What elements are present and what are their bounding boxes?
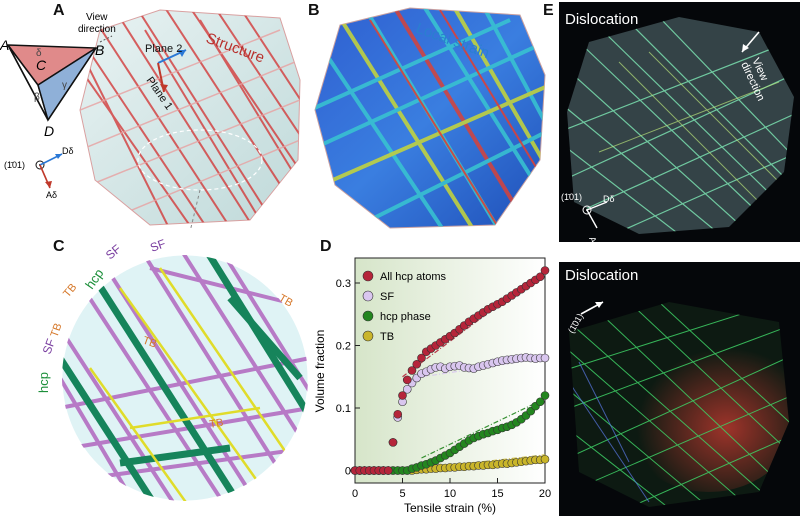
panel-label-b: B — [308, 2, 320, 19]
vertex-a-label: A — [0, 37, 9, 53]
label-sf-1: SF — [103, 242, 124, 263]
panel-label-d: D — [320, 238, 332, 255]
chart-ticks: 0 5 10 15 20 0 0.1 0.2 0.3 — [336, 278, 551, 500]
label-tb-2: TB — [49, 322, 65, 339]
panel-a-figure: A B C D δ β γ View direction Plane 2 Pla… — [0, 9, 301, 230]
view-direction-label-1: View — [86, 12, 108, 23]
axis-ad-label-e: Aδ — [587, 235, 600, 242]
vertex-c-label: C — [36, 57, 47, 73]
data-point — [402, 375, 412, 385]
data-point — [388, 438, 398, 447]
legend-label: SF — [380, 291, 394, 303]
axis-db-label-a: Dδ — [62, 146, 74, 156]
vertex-b-label: B — [95, 42, 104, 58]
x-tick-label: 20 — [539, 488, 551, 500]
dislocation-panel-bottom: Dislocation (1̄01) — [559, 262, 800, 516]
data-point — [540, 353, 550, 363]
x-axis-label: Tensile strain (%) — [404, 501, 496, 515]
chart-legend: All hcp atoms SF hcp phase TB — [362, 270, 447, 343]
y-tick-label: 0.3 — [336, 278, 351, 290]
label-hcp-2: hcp — [36, 372, 51, 393]
face-delta-label: δ — [36, 48, 42, 59]
legend-label: hcp phase — [380, 311, 431, 323]
y-tick-label: 0 — [345, 466, 351, 478]
axis-normal-label-e: (1̄01) — [561, 192, 582, 202]
label-sf-3: SF — [40, 337, 58, 356]
legend-marker — [362, 290, 374, 302]
zoom-circle — [61, 254, 309, 502]
data-point — [407, 366, 417, 375]
data-point — [402, 384, 412, 394]
legend-marker — [362, 310, 374, 322]
x-tick-label: 0 — [352, 488, 358, 500]
dislocation-bottom-figure: Dislocation (1̄01) — [565, 267, 789, 507]
data-point — [540, 391, 550, 400]
orientation-axes-a: (1̄01) Dδ Aδ — [4, 146, 74, 200]
panel-label-a: A — [53, 2, 65, 19]
chart-points — [350, 266, 550, 475]
local-strain-crystal: Local strain — [314, 7, 546, 229]
face-beta-label: β — [34, 92, 40, 103]
face-gamma-label: γ — [62, 80, 67, 91]
label-tb-5: TB — [208, 417, 224, 431]
x-tick-label: 15 — [491, 488, 503, 500]
y-axis-label: Volume fraction — [313, 330, 327, 413]
plane2-label: Plane 2 — [145, 43, 182, 55]
data-point — [535, 397, 545, 407]
legend-label: TB — [380, 331, 394, 343]
axis-normal-label-a: (1̄01) — [4, 160, 25, 170]
defect-labels: hcp hcp SF SF SF TB TB TB TB TB — [36, 238, 295, 431]
label-sf-2: SF — [148, 238, 167, 255]
x-tick-label: 5 — [399, 488, 405, 500]
view-direction-label-2: direction — [78, 24, 116, 35]
data-point — [398, 391, 407, 400]
panel-b-figure: Local strain — [314, 7, 546, 229]
x-tick-label: 10 — [444, 488, 456, 500]
axis-db-label-e: Dδ — [603, 194, 615, 204]
fit-line — [421, 398, 546, 459]
data-point — [412, 359, 422, 369]
panel-c-figure: hcp hcp SF SF SF TB TB TB TB TB — [36, 238, 309, 502]
data-point — [393, 409, 403, 419]
vertex-d-label: D — [44, 123, 54, 139]
data-point — [540, 454, 550, 464]
legend-label: All hcp atoms — [380, 271, 447, 283]
panel-label-e: E — [543, 2, 554, 19]
dislocation-panel-top: Dislocation View direction (1̄01) Dδ Aδ — [559, 2, 800, 249]
volume-fraction-chart: 0 5 10 15 20 0 0.1 0.2 0.3 All hcp atoms SF hcp ph… — [313, 257, 551, 515]
dislocation-top-figure: Dislocation View direction (1̄01) Dδ Aδ — [561, 11, 794, 249]
panel-label-c: C — [53, 238, 65, 255]
axis-ad-label-a: Aδ — [46, 190, 57, 200]
data-point — [417, 353, 426, 363]
label-tb-1: TB — [61, 281, 79, 299]
thompson-tetrahedron: A B C D δ β γ View direction — [0, 12, 116, 139]
legend-marker — [362, 270, 374, 282]
dislocation-bottom-title: Dislocation — [565, 267, 638, 284]
y-tick-label: 0.1 — [336, 403, 351, 415]
y-tick-label: 0.2 — [336, 341, 351, 353]
data-point — [383, 466, 393, 475]
dislocation-top-title: Dislocation — [565, 11, 638, 28]
data-point — [535, 272, 545, 282]
data-point — [540, 266, 550, 275]
label-tb-3: TB — [141, 335, 158, 351]
legend-marker — [362, 330, 374, 342]
structure-crystal — [79, 9, 301, 230]
